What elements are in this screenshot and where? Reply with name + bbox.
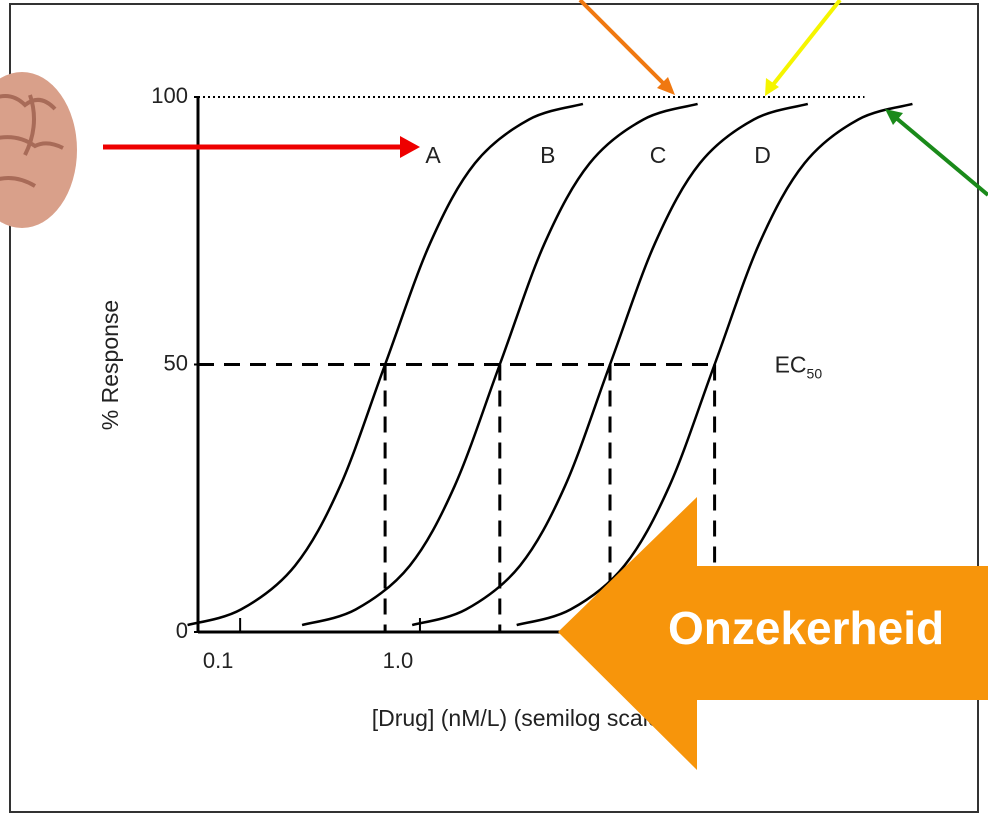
overlay-text: Onzekerheid [668,602,944,654]
ec50-sub: 50 [807,365,823,381]
y-tick-label: 50 [164,350,188,375]
curve-label: D [754,142,771,168]
big-arrow: Onzekerheid [558,497,988,770]
curve-label: B [540,142,555,168]
curve [411,102,809,627]
curve-label: C [650,142,667,168]
brain-image [0,72,77,228]
curve [187,102,584,627]
x-tick-label: 0.1 [203,648,234,673]
ec50-main: EC [775,352,807,378]
curve [301,102,698,627]
x-tick-label: 1.0 [383,648,414,673]
ec50-label: EC50 [775,352,823,382]
curve [516,102,913,627]
curve-label: A [425,142,441,168]
y-tick-label: 0 [176,618,188,643]
x-axis-label: [Drug] (nM/L) (semilog scale) [372,705,669,731]
arrows [103,0,988,197]
y-axis-label: % Response [97,300,123,430]
y-tick-label: 100 [151,83,188,108]
